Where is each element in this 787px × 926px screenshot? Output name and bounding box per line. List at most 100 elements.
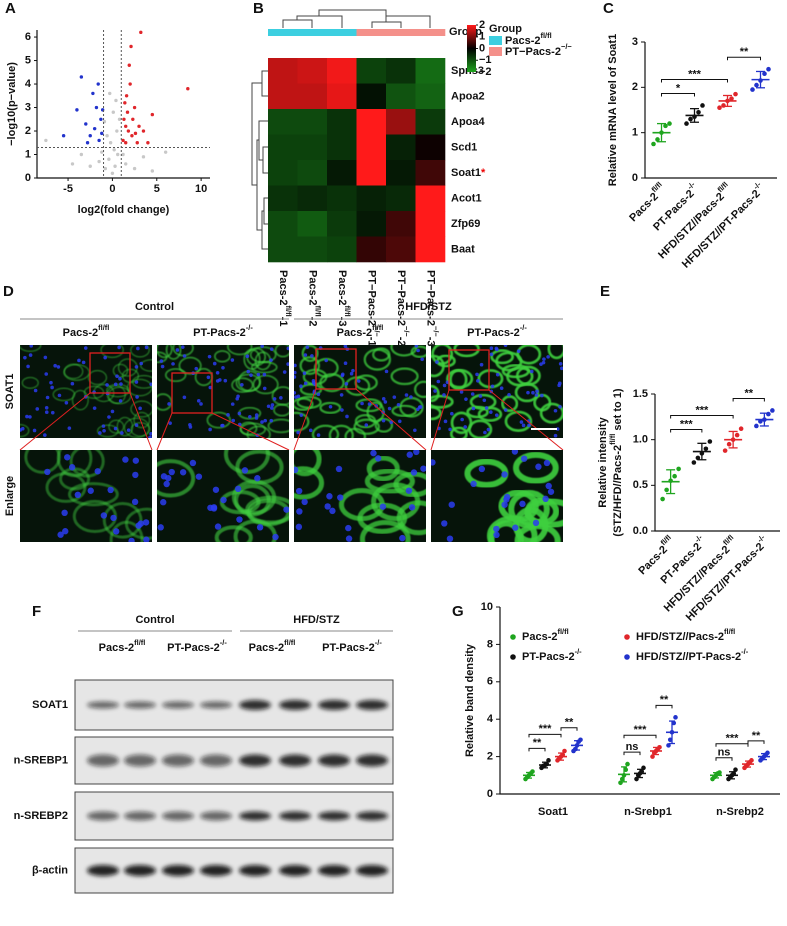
heat-cell bbox=[356, 160, 387, 186]
y-tick-label: 1 bbox=[25, 148, 31, 160]
nucleus bbox=[189, 459, 197, 467]
heat-cell bbox=[386, 58, 416, 84]
nucleus bbox=[207, 504, 214, 511]
superscript: -/- bbox=[220, 638, 228, 647]
tubule bbox=[294, 397, 314, 411]
point bbox=[123, 101, 127, 105]
superscript: fl/fl bbox=[557, 627, 568, 636]
point bbox=[688, 116, 693, 122]
band bbox=[87, 811, 119, 821]
nucleus bbox=[296, 508, 303, 515]
point bbox=[625, 761, 630, 767]
nucleus bbox=[230, 358, 235, 362]
nucleus bbox=[43, 433, 47, 437]
point bbox=[663, 123, 668, 129]
colorbar-tick-label: 1 bbox=[479, 31, 485, 43]
label-part: set to 1) bbox=[612, 388, 624, 434]
nucleus bbox=[62, 528, 69, 535]
nucleus bbox=[345, 414, 349, 419]
nucleus bbox=[531, 390, 535, 395]
nucleus bbox=[463, 425, 468, 429]
nucleus bbox=[511, 450, 519, 455]
nucleus bbox=[132, 471, 139, 479]
column-label: PT−Pacs-2−/−-2 bbox=[395, 270, 410, 347]
label-part: -3 bbox=[336, 317, 348, 327]
point bbox=[121, 138, 125, 143]
nucleus bbox=[460, 417, 464, 422]
nucleus bbox=[234, 485, 242, 493]
nucleus bbox=[61, 509, 68, 517]
band bbox=[124, 701, 156, 709]
point bbox=[116, 152, 120, 157]
nucleus bbox=[23, 355, 27, 360]
heat-cell bbox=[415, 58, 446, 84]
nucleus bbox=[286, 346, 289, 351]
point bbox=[141, 155, 146, 159]
point bbox=[726, 441, 732, 447]
row-label: Soat1* bbox=[451, 167, 486, 179]
point bbox=[127, 63, 131, 67]
x-axis-label: log2(fold change) bbox=[78, 204, 170, 216]
label-part: Pacs-2 bbox=[99, 642, 134, 654]
tubule bbox=[20, 423, 30, 438]
superscript: -/- bbox=[375, 638, 383, 647]
y-tick-label: 1.5 bbox=[633, 388, 648, 400]
heat-cell bbox=[297, 236, 328, 263]
significance-label: ns bbox=[718, 747, 731, 759]
column-label: PT-Pacs-2-/- bbox=[167, 638, 227, 653]
nucleus bbox=[269, 347, 274, 351]
nucleus bbox=[142, 519, 150, 526]
micrograph-content bbox=[20, 345, 152, 438]
nucleus bbox=[532, 519, 540, 527]
heat-cell bbox=[268, 211, 298, 237]
point bbox=[137, 124, 141, 129]
group-header: HFD/STZ bbox=[293, 614, 340, 626]
tubule bbox=[319, 401, 342, 415]
heat-cell bbox=[415, 160, 446, 186]
tubule bbox=[355, 398, 383, 413]
nucleus bbox=[433, 389, 437, 393]
tubule bbox=[71, 389, 89, 411]
nucleus bbox=[134, 380, 139, 384]
nucleus bbox=[182, 354, 187, 358]
point bbox=[97, 159, 101, 164]
band bbox=[124, 865, 156, 876]
heat-cell bbox=[386, 83, 416, 110]
nucleus bbox=[303, 381, 308, 386]
tubule bbox=[477, 369, 504, 389]
significance-bracket bbox=[747, 740, 765, 744]
point bbox=[150, 112, 155, 117]
label-part: Zfp69 bbox=[451, 218, 480, 230]
micrograph bbox=[157, 345, 289, 438]
nucleus bbox=[471, 406, 476, 411]
tubule bbox=[164, 367, 187, 383]
superscript: fl/fl bbox=[98, 323, 109, 332]
nucleus bbox=[470, 392, 475, 396]
tubule bbox=[539, 402, 563, 424]
nucleus bbox=[231, 418, 236, 423]
micrograph-content bbox=[431, 450, 563, 542]
micrograph bbox=[20, 450, 152, 542]
tubule bbox=[271, 386, 289, 406]
nucleus bbox=[299, 384, 303, 388]
point bbox=[657, 744, 662, 750]
tubule bbox=[133, 411, 151, 429]
zoom-line bbox=[156, 412, 173, 451]
nucleus bbox=[397, 419, 402, 424]
band bbox=[356, 700, 388, 710]
nucleus bbox=[119, 382, 123, 386]
micrograph-bg bbox=[157, 345, 289, 438]
group-annotation bbox=[268, 29, 298, 36]
point bbox=[738, 426, 744, 432]
point bbox=[695, 455, 701, 461]
nucleus bbox=[442, 393, 446, 397]
point bbox=[546, 758, 551, 763]
nucleus bbox=[196, 399, 201, 403]
point bbox=[729, 96, 734, 101]
nucleus bbox=[310, 354, 314, 358]
nucleus bbox=[384, 369, 389, 374]
colorbar-tick-label: −1 bbox=[479, 54, 492, 66]
axes bbox=[654, 394, 780, 532]
point bbox=[110, 171, 115, 176]
y-tick-label: 2 bbox=[632, 81, 638, 93]
